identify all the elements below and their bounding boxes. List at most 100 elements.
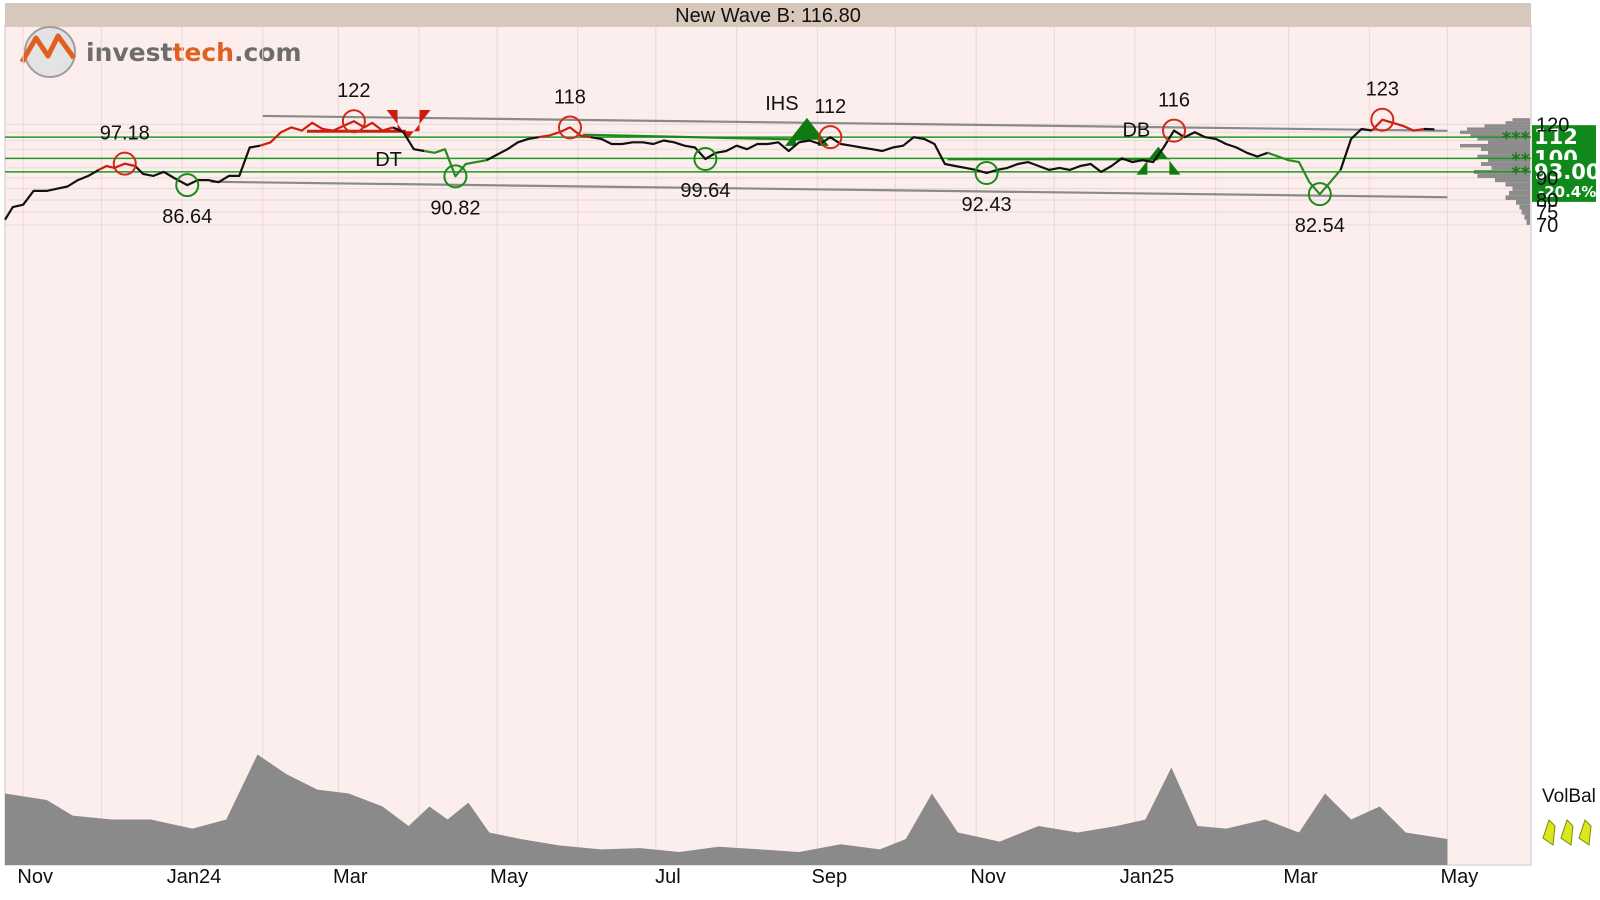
trough-marker bbox=[443, 164, 468, 189]
volume-profile-bar bbox=[1495, 178, 1530, 183]
volume-area bbox=[5, 754, 1448, 865]
level-value: 112 bbox=[1534, 125, 1578, 149]
pattern-label: DB bbox=[1122, 120, 1150, 142]
volume-profile-bar bbox=[1460, 130, 1530, 134]
chart-patterns: DT IHS DB bbox=[307, 93, 1181, 175]
volume-profile-bar bbox=[1484, 124, 1530, 128]
support-resistance-lines: ***112-4.5%**100-14.4%**93.00-20.4% bbox=[5, 125, 1600, 202]
extreme-markers: 97.18 122 118 112 116 123 86.64 90.82 99.64 92.43… bbox=[100, 79, 1399, 237]
volume-profile-bar bbox=[1488, 151, 1530, 155]
trough-label: 82.54 bbox=[1295, 215, 1345, 237]
volume-profile-bar bbox=[1519, 204, 1530, 210]
x-tick-label: Mar bbox=[333, 866, 368, 888]
axes: Nov Jan24 Mar May Jul Sep Nov Jan25 Mar May 707580… bbox=[17, 114, 1569, 888]
x-tick-label: Nov bbox=[17, 866, 53, 888]
x-tick-label: Sep bbox=[812, 866, 848, 888]
header-bar bbox=[5, 3, 1531, 27]
trough-label: 86.64 bbox=[162, 206, 212, 228]
price-segment bbox=[486, 136, 539, 162]
volume-profile-bar bbox=[1505, 195, 1530, 201]
peak-marker bbox=[112, 151, 137, 176]
volume-profile-bar bbox=[1505, 182, 1530, 187]
pattern-label: DT bbox=[375, 149, 402, 171]
indicator-label: VolBal bbox=[1542, 786, 1596, 807]
grid bbox=[5, 27, 1531, 865]
pattern-arrow-down bbox=[386, 110, 431, 139]
svg-text:investtech.com: investtech.com bbox=[86, 38, 302, 67]
volume-profile-bar bbox=[1491, 165, 1530, 170]
volume-profile-bar bbox=[1488, 158, 1530, 163]
volume-profile-bar bbox=[1477, 173, 1530, 179]
logo-text-suffix: .com bbox=[234, 38, 302, 67]
price-segment bbox=[538, 126, 591, 139]
volume-profile-bar bbox=[1481, 147, 1530, 152]
pattern-label: IHS bbox=[765, 93, 798, 115]
volume-profile-bar bbox=[1512, 118, 1530, 122]
volume-profile-bar bbox=[1526, 219, 1530, 225]
level-box bbox=[1532, 159, 1596, 202]
y-tick-label: 120 bbox=[1536, 114, 1569, 136]
trough-marker bbox=[693, 147, 718, 172]
volume-profile-bar bbox=[1488, 140, 1530, 144]
x-tick-label: May bbox=[1440, 866, 1478, 888]
price-segment bbox=[424, 148, 487, 178]
x-tick-label: Jul bbox=[655, 866, 681, 888]
volume-profile-bar bbox=[1521, 209, 1530, 215]
volume-profile-bar bbox=[1467, 127, 1530, 131]
volume-profile-bar bbox=[1516, 200, 1530, 205]
x-tick-label: May bbox=[490, 866, 528, 888]
volume-profile-bar bbox=[1524, 214, 1530, 220]
chart-title: New Wave B: 116.80 bbox=[675, 5, 861, 27]
trough-label: 90.82 bbox=[430, 197, 480, 219]
volume-profile-bar bbox=[1481, 162, 1530, 166]
trough-marker bbox=[175, 173, 200, 198]
x-tick-label: Nov bbox=[970, 866, 1006, 888]
y-tick-label: 75 bbox=[1536, 202, 1558, 224]
level-pct: -20.4% bbox=[1538, 183, 1596, 201]
peak-label: 112 bbox=[814, 96, 846, 118]
price-segment bbox=[1371, 118, 1425, 132]
logo-text-dark: invest bbox=[86, 38, 172, 67]
channel-line bbox=[210, 180, 1448, 199]
logo: investtech.com bbox=[19, 26, 302, 78]
level-stars: *** bbox=[1502, 128, 1531, 149]
x-tick-label: Jan25 bbox=[1120, 866, 1175, 888]
y-tick-label: 70 bbox=[1536, 215, 1558, 237]
peak-label: 118 bbox=[554, 86, 586, 108]
logo-text-accent: tech bbox=[172, 38, 234, 67]
volume-profile-bar bbox=[1477, 137, 1530, 141]
price-segment bbox=[1267, 151, 1342, 196]
logo-icon bbox=[19, 26, 77, 78]
volume-profile-bar bbox=[1509, 190, 1530, 196]
peak-label: 122 bbox=[337, 80, 370, 102]
level-value: 93.00 bbox=[1534, 160, 1600, 184]
y-tick-label: 80 bbox=[1536, 190, 1558, 212]
pattern-arrow-up bbox=[784, 117, 829, 146]
volume-profile-bar bbox=[1460, 143, 1530, 148]
peak-marker bbox=[557, 115, 582, 140]
pattern-arrow-up bbox=[1136, 146, 1181, 175]
price-segment bbox=[1339, 127, 1373, 171]
volbal-signal-icon bbox=[1542, 819, 1592, 846]
price-segment bbox=[4, 168, 100, 221]
volume-profile-bar bbox=[1470, 133, 1530, 138]
peak-label: 97.18 bbox=[100, 123, 150, 145]
x-tick-label: Mar bbox=[1283, 866, 1318, 888]
price-segment bbox=[259, 120, 394, 147]
level-stars: ** bbox=[1511, 149, 1530, 170]
peak-label: 116 bbox=[1158, 90, 1190, 112]
level-stars: ** bbox=[1511, 163, 1530, 184]
peak-marker bbox=[341, 109, 366, 134]
volume-profile-bar bbox=[1505, 121, 1530, 125]
chart-background bbox=[4, 24, 1532, 866]
trough-marker bbox=[1307, 182, 1332, 207]
price-segment bbox=[590, 129, 1269, 175]
y-tick-label: 90 bbox=[1536, 168, 1558, 190]
price-segment bbox=[392, 126, 425, 153]
pattern-neckline bbox=[582, 133, 807, 141]
trough-marker bbox=[974, 161, 999, 186]
peak-marker bbox=[818, 125, 843, 150]
peak-marker bbox=[1162, 118, 1187, 143]
trough-label: 99.64 bbox=[680, 180, 730, 202]
